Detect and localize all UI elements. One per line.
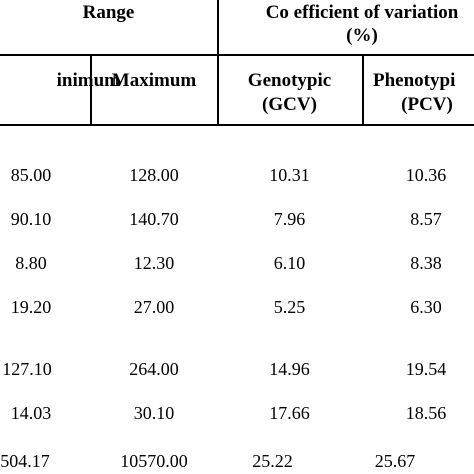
- minimum-cell: 85.00: [10, 165, 52, 185]
- gcv-pcv-divider: [362, 54, 364, 125]
- header-mid-rule: [0, 54, 474, 56]
- gcv-cell: 14.96: [269, 359, 310, 379]
- gcv-cell: 10.31: [269, 165, 310, 185]
- minimum-cell: 19.20: [10, 297, 52, 317]
- maximum-cell: 12.30: [133, 253, 175, 273]
- pcv-cell: 10.36: [405, 165, 447, 185]
- pcv-cell: 6.30: [410, 297, 442, 317]
- min-max-divider: [90, 54, 92, 125]
- cv-header-line2: (%): [346, 25, 378, 46]
- gcv-cell: 6.10: [273, 253, 306, 273]
- minimum-cell: 14.03: [10, 403, 52, 423]
- minimum-cell: 8.80: [15, 253, 47, 273]
- phenotypic-header-line2: (PCV): [401, 94, 453, 115]
- gcv-cell: 17.66: [269, 403, 310, 423]
- cv-header-line1: Co efficient of variation: [265, 2, 459, 23]
- genotypic-header-line2: (GCV): [262, 94, 317, 115]
- gcv-cell: 25.22: [252, 451, 293, 471]
- minimum-cell: 90.10: [10, 209, 52, 229]
- gcv-cell: 5.25: [273, 297, 306, 317]
- genotypic-header-line1: Genotypic: [247, 70, 332, 91]
- pcv-cell: 8.57: [410, 209, 442, 229]
- minimum-cell: 127.10: [2, 359, 52, 379]
- maximum-cell: 128.00: [129, 165, 179, 185]
- pcv-cell: 18.56: [405, 403, 447, 423]
- phenotypic-header-line1: Phenotypi: [373, 70, 456, 91]
- maximum-cell: 264.00: [129, 359, 179, 379]
- range-header: Range: [82, 2, 135, 23]
- minimum-header: inimum: [56, 70, 120, 91]
- pcv-cell: 19.54: [405, 359, 447, 379]
- pcv-cell: 25.67: [374, 451, 416, 471]
- header-bottom-rule: [0, 124, 474, 126]
- maximum-header: Maximum: [111, 70, 197, 91]
- pcv-cell: 8.38: [410, 253, 442, 273]
- maximum-cell: 27.00: [133, 297, 175, 317]
- maximum-cell: 10570.00: [120, 451, 188, 471]
- maximum-cell: 30.10: [133, 403, 175, 423]
- minimum-cell: 504.17: [0, 451, 50, 471]
- maximum-cell: 140.70: [129, 209, 179, 229]
- range-cv-divider: [217, 0, 219, 125]
- gcv-cell: 7.96: [273, 209, 306, 229]
